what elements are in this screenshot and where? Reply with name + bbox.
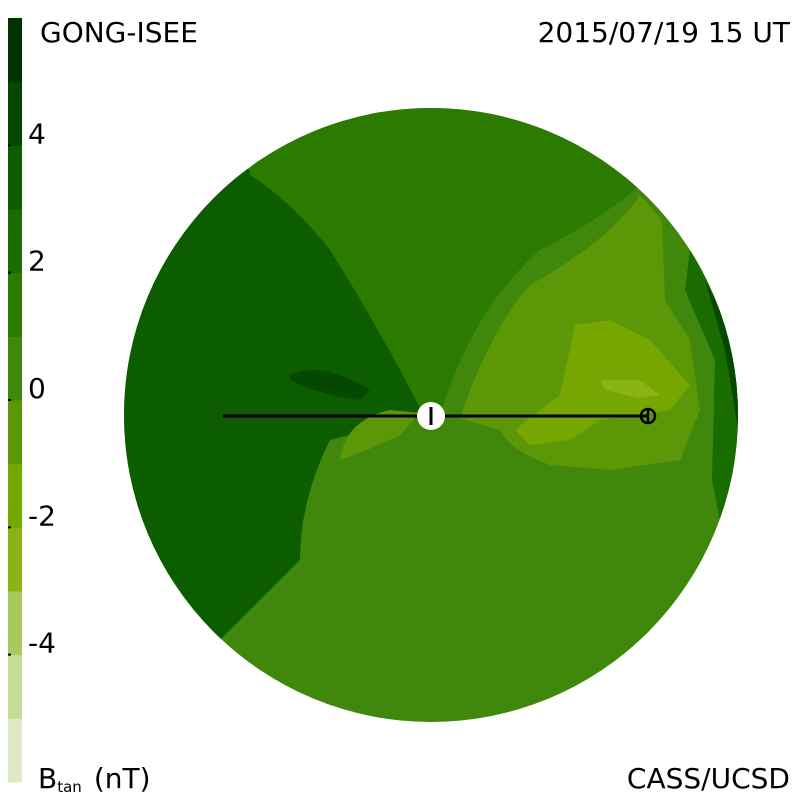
colorbar-band <box>8 336 22 401</box>
label-unit: (nT) <box>94 762 151 795</box>
colorbar-band <box>8 272 22 337</box>
region <box>600 380 660 398</box>
colorbar-tick-label: 0 <box>28 372 46 405</box>
colorbar-tick-label: 2 <box>28 245 46 278</box>
colorbar-tick-label: -2 <box>28 499 56 532</box>
date: 2015/07/19 15 UT <box>538 16 791 49</box>
colorbar: 4 2 0 -2 -4 <box>8 18 56 783</box>
region <box>705 280 738 440</box>
label-sub: tan <box>57 778 82 796</box>
colorbar-band <box>8 18 22 83</box>
region <box>124 108 431 640</box>
colorbar-band <box>8 209 22 274</box>
colorbar-label: Btan (nT) <box>38 762 151 796</box>
colorbar-band <box>8 400 22 465</box>
region <box>290 370 370 400</box>
colorbar-band <box>8 81 22 146</box>
label-main: B <box>38 762 57 795</box>
colorbar-band <box>8 145 22 210</box>
colorbar-tick-label: 4 <box>28 117 46 150</box>
colorbar-band <box>8 591 22 656</box>
colorbar-band <box>8 463 22 528</box>
credit: CASS/UCSD <box>627 762 790 795</box>
colorbar-band <box>8 718 22 783</box>
region <box>250 108 436 415</box>
title: GONG-ISEE <box>40 16 198 49</box>
colorbar-band <box>8 654 22 719</box>
region <box>340 410 420 460</box>
colorbar-tick-label: -4 <box>28 627 56 660</box>
colorbar-band <box>8 527 22 592</box>
